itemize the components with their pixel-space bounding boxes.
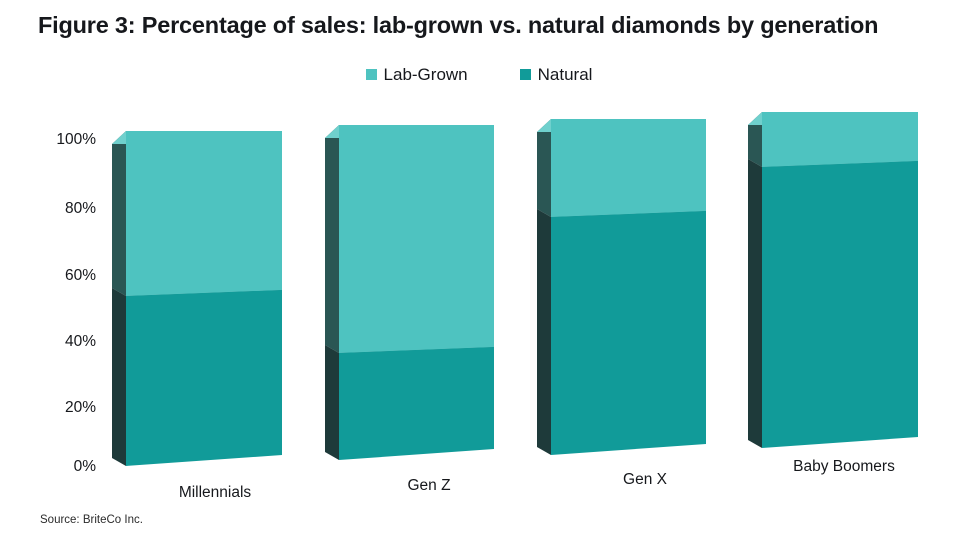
y-tick-60: 60% <box>64 267 96 284</box>
legend-label-natural: Natural <box>537 65 593 84</box>
bar-group-baby-boomers[interactable] <box>748 112 918 448</box>
legend-swatch-natural-icon <box>519 69 531 80</box>
legend-label-lab-grown: Lab-Grown <box>383 65 468 84</box>
page-title: Figure 3: Percentage of sales: lab-grown… <box>38 12 879 38</box>
legend-swatch-lab-grown-icon <box>365 69 377 80</box>
x-tick-baby-boomers: Baby Boomers <box>793 458 895 475</box>
legend-item-lab-grown: Lab-Grown <box>365 65 468 84</box>
y-tick-20: 20% <box>64 399 96 416</box>
source-note: Source: BriteCo Inc. <box>40 514 143 526</box>
y-tick-40: 40% <box>64 333 96 350</box>
legend-item-natural: Natural <box>519 65 593 84</box>
bar-group-gen-x[interactable] <box>537 119 706 455</box>
bar-group-gen-z[interactable] <box>325 125 494 460</box>
y-axis: 100% 80% 60% 40% 20% 0% <box>34 0 96 549</box>
y-tick-0: 0% <box>73 458 96 475</box>
x-tick-gen-z: Gen Z <box>407 477 451 494</box>
x-tick-millennials: Millennials <box>178 484 252 501</box>
y-tick-80: 80% <box>64 200 96 217</box>
y-tick-100: 100% <box>56 131 96 148</box>
chart-legend: Lab-Grown Natural <box>0 66 958 83</box>
x-tick-gen-x: Gen X <box>623 471 667 488</box>
bar-group-millennials[interactable] <box>112 131 282 466</box>
